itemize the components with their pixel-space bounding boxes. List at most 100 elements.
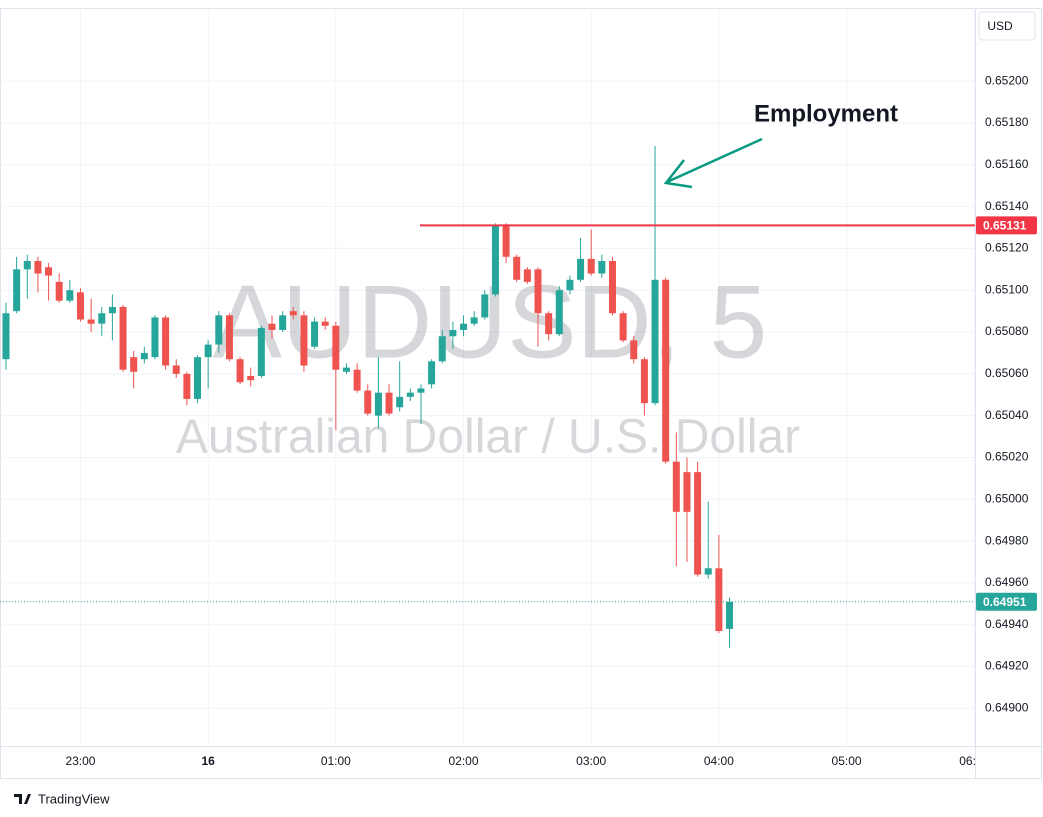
candle [130, 350, 138, 389]
candle-body [342, 367, 350, 372]
candle [247, 367, 255, 387]
candle-body [598, 260, 606, 274]
candle [694, 461, 702, 577]
last-price-label: 0.64951 [983, 595, 1027, 609]
x-tick-label: 05:00 [832, 754, 862, 768]
y-tick-label: 0.64920 [985, 659, 1029, 673]
candle-body [460, 323, 468, 330]
candle [523, 267, 531, 284]
candle-body [45, 267, 53, 276]
x-tick-label: 04:00 [704, 754, 734, 768]
annotation-arrow [663, 137, 763, 189]
axes: 0.64900 0.64920 0.64940 0.64960 0.64980 0.650… [65, 73, 1037, 768]
candle [353, 363, 361, 393]
candle [268, 315, 276, 339]
candle-body [555, 290, 563, 335]
candle [726, 597, 734, 648]
candle-body [140, 352, 148, 360]
candle [194, 355, 202, 404]
candle-body [108, 306, 116, 314]
candle [502, 223, 510, 264]
candle [587, 229, 595, 276]
candle-body [98, 313, 106, 324]
candle [87, 298, 95, 333]
candle-body [87, 319, 95, 324]
candle-body [491, 225, 499, 295]
candle [630, 336, 638, 364]
candle [608, 256, 616, 316]
candle-body [672, 461, 680, 512]
candle-body [268, 323, 276, 330]
y-tick-label: 0.65120 [985, 241, 1029, 255]
candle-body [34, 260, 42, 274]
candle [449, 321, 457, 349]
candle-body [321, 321, 329, 326]
candle [108, 294, 116, 341]
candle [545, 311, 553, 341]
y-tick-label: 0.65140 [985, 199, 1029, 213]
x-tick-label: 03:00 [576, 754, 606, 768]
candle-body [311, 321, 319, 347]
candle-body [640, 359, 648, 404]
candle [236, 357, 244, 385]
candle-body [55, 281, 63, 301]
candle [566, 275, 574, 295]
candle [172, 359, 180, 379]
annotation-text: Employment [754, 100, 898, 127]
x-tick-label: 23:00 [65, 754, 95, 768]
brand-logo [14, 794, 31, 804]
candle-body [119, 306, 127, 370]
candle-body [428, 361, 436, 385]
x-tick-labels: 23:00 16 01:00 02:00 03:00 04:00 05:00 06:00 [65, 754, 975, 768]
candle [470, 311, 478, 326]
currency-label[interactable]: USD [987, 19, 1013, 33]
x-tick-label: 01:00 [321, 754, 351, 768]
y-tick-label: 0.65040 [985, 408, 1029, 422]
candle-body [406, 392, 414, 397]
watermark-subtitle: Australian Dollar / U.S. Dollar [176, 411, 800, 464]
y-tick-label: 0.65080 [985, 324, 1029, 338]
candle [98, 306, 106, 337]
candle-body [2, 313, 10, 360]
candle-body [76, 292, 84, 320]
candle-body [545, 313, 553, 335]
level-label-box [976, 216, 1037, 235]
y-tick-label: 0.65100 [985, 282, 1029, 296]
candle [332, 321, 340, 431]
candle [396, 361, 404, 412]
level-label: 0.65131 [983, 219, 1027, 233]
candle [534, 267, 542, 347]
candle-body [438, 336, 446, 362]
candle [300, 311, 308, 372]
candle [55, 273, 63, 303]
candle-body [481, 294, 489, 318]
y-tick-label: 0.65060 [985, 366, 1029, 380]
candle [257, 325, 265, 379]
candle-body [300, 315, 308, 366]
x-tick-label: 02:00 [449, 754, 479, 768]
candle [119, 304, 127, 372]
candle-body [396, 396, 404, 408]
candle-body [513, 256, 521, 280]
candle-body [385, 392, 393, 414]
candle-body [726, 601, 734, 629]
y-tick-label: 0.65180 [985, 115, 1029, 129]
candle [651, 145, 659, 406]
candle [438, 329, 446, 364]
candle [460, 315, 468, 337]
candle [683, 457, 691, 563]
candle-body [279, 315, 287, 330]
candle-body [353, 369, 361, 391]
y-tick-label: 0.64900 [985, 701, 1029, 715]
candle [481, 290, 489, 320]
candle-body [332, 325, 340, 370]
candle [321, 317, 329, 330]
currency-button[interactable] [978, 11, 1036, 41]
candle-body [587, 258, 595, 274]
candle-body [183, 373, 191, 399]
candle [2, 302, 10, 370]
candle-body [247, 375, 255, 381]
candle-body [523, 269, 531, 282]
